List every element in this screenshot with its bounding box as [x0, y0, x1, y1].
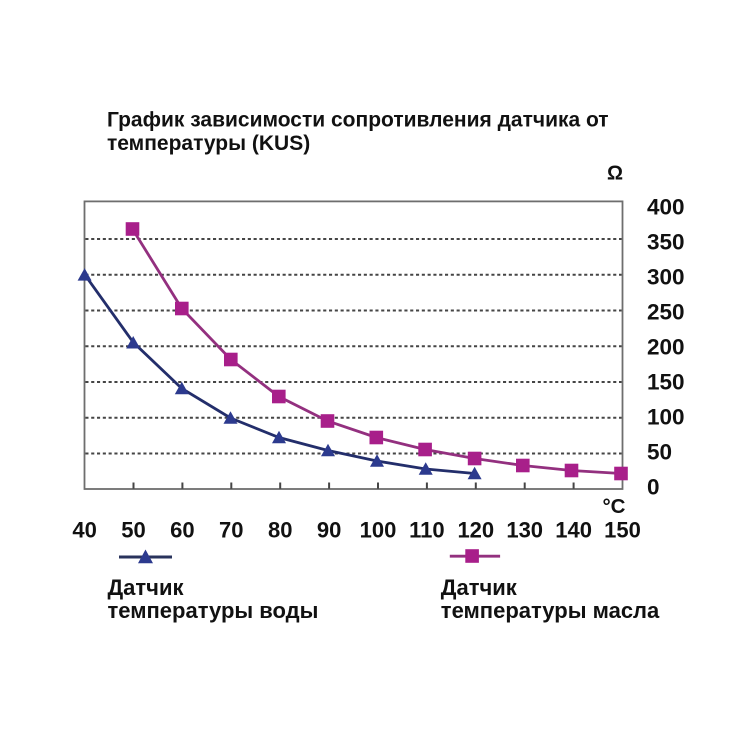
svg-text:50: 50	[121, 518, 145, 543]
svg-text:70: 70	[219, 518, 243, 543]
svg-text:Ω: Ω	[607, 163, 623, 185]
svg-text:0: 0	[647, 475, 660, 500]
svg-text:100: 100	[360, 518, 397, 543]
svg-text:100: 100	[647, 405, 685, 430]
svg-text:150: 150	[604, 518, 641, 543]
svg-text:температуры масла: температуры масла	[441, 598, 660, 623]
svg-text:400: 400	[647, 195, 685, 220]
svg-text:150: 150	[647, 370, 685, 395]
svg-text:250: 250	[647, 300, 685, 325]
svg-text:График зависимости сопротивлен: График зависимости сопротивления датчика…	[107, 108, 609, 131]
svg-text:50: 50	[647, 440, 672, 465]
svg-text:90: 90	[317, 518, 341, 543]
svg-text:60: 60	[170, 518, 194, 543]
svg-text:300: 300	[647, 265, 685, 290]
svg-text:температуры (KUS): температуры (KUS)	[107, 132, 310, 155]
svg-text:80: 80	[268, 518, 292, 543]
svg-text:Датчик: Датчик	[441, 575, 518, 600]
svg-text:Датчик: Датчик	[108, 575, 185, 600]
svg-text:140: 140	[555, 518, 592, 543]
svg-text:200: 200	[647, 335, 685, 360]
svg-text:40: 40	[72, 518, 96, 543]
svg-text:350: 350	[647, 230, 685, 255]
svg-text:120: 120	[457, 518, 494, 543]
svg-text:°C: °C	[602, 495, 625, 518]
svg-text:130: 130	[506, 518, 543, 543]
svg-text:температуры воды: температуры воды	[108, 598, 319, 623]
svg-text:110: 110	[409, 518, 445, 543]
